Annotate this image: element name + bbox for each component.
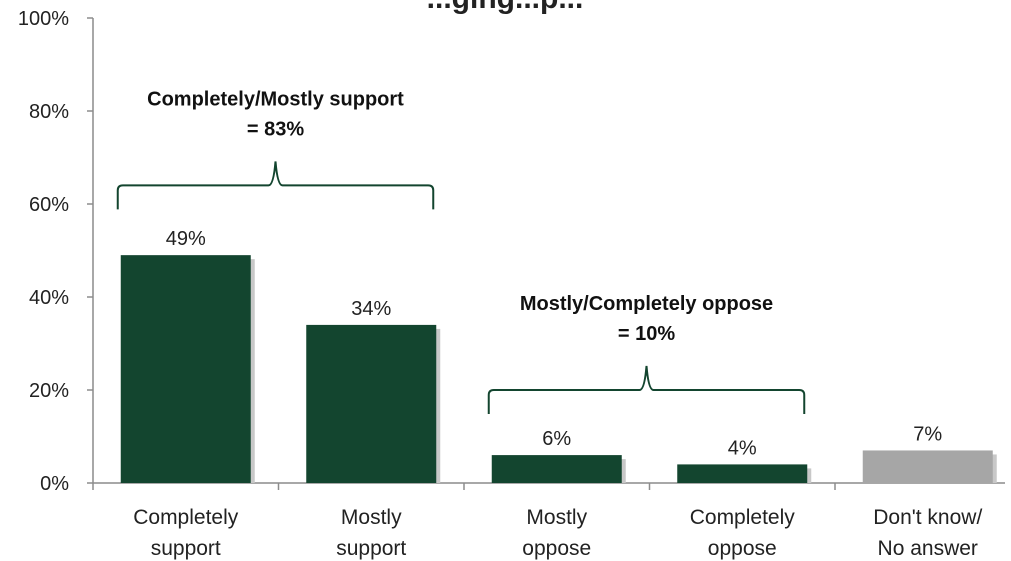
category-label: Completely <box>133 506 239 529</box>
category-label: oppose <box>522 537 591 560</box>
annotations: Completely/Mostly support = 83% Mostly/Com… <box>116 88 806 414</box>
data-label: 49% <box>166 228 206 250</box>
y-tick-label: 40% <box>29 287 69 309</box>
annotation-bracket <box>487 365 806 414</box>
data-labels: 49% 34% 6% 4% 7% <box>166 228 943 459</box>
data-label: 7% <box>913 423 942 445</box>
y-tick-label: 80% <box>29 101 69 123</box>
bars <box>120 255 997 483</box>
annotation-label: = 10% <box>618 323 675 345</box>
category-label: Completely <box>690 506 796 529</box>
category-label: Mostly <box>341 506 402 529</box>
bar <box>491 455 622 483</box>
category-label: support <box>151 537 221 560</box>
annotation-bracket <box>116 161 435 210</box>
category-label: oppose <box>708 537 777 560</box>
category-label: Mostly <box>526 506 587 529</box>
data-label: 4% <box>728 437 757 459</box>
bar <box>306 324 437 483</box>
category-labels: Completely support Mostly support Mostly oppo… <box>133 506 982 560</box>
y-tick-label: 0% <box>40 473 69 495</box>
bar <box>677 464 808 483</box>
category-label: Don't know/ <box>873 506 982 529</box>
bar <box>120 255 251 483</box>
y-tick-label: 60% <box>29 194 69 216</box>
chart-title: ...ging...p... <box>427 0 584 15</box>
annotation-label: Mostly/Completely oppose <box>520 293 773 315</box>
annotation-label: = 83% <box>247 118 304 140</box>
annotation-label: Completely/Mostly support <box>147 88 404 110</box>
data-label: 34% <box>351 298 391 320</box>
bar <box>862 450 993 483</box>
y-tick-label: 100% <box>18 8 69 30</box>
y-tick-label: 20% <box>29 380 69 402</box>
data-label: 6% <box>542 428 571 450</box>
category-label: No answer <box>878 537 978 560</box>
category-label: support <box>336 537 406 560</box>
